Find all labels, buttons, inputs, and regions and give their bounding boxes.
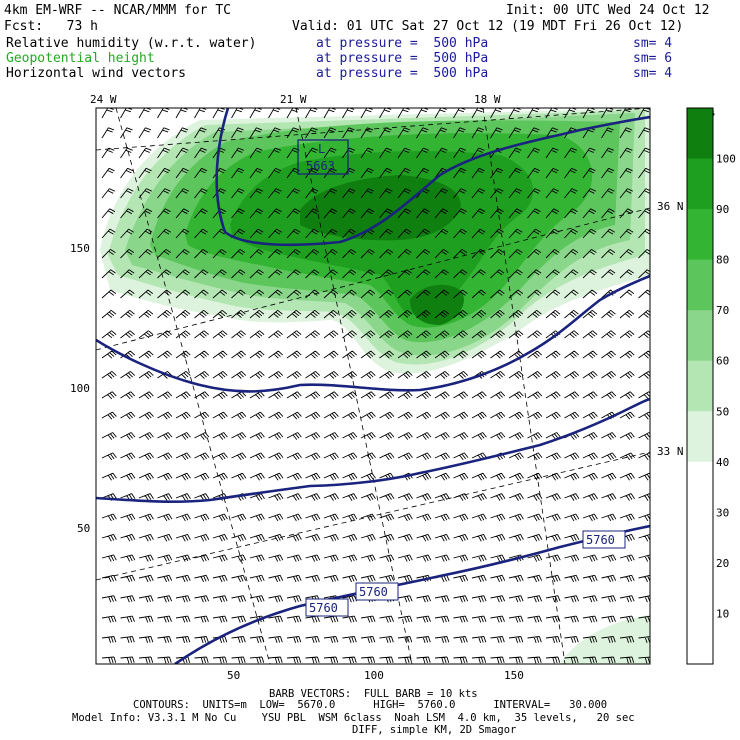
field-name-geopotential: Geopotential height [6, 51, 155, 66]
field-sm-geopotential: sm= 6 [633, 51, 673, 66]
colorbar-segment [687, 360, 713, 412]
y-tick-50: 50 [77, 522, 90, 535]
parallel-33n [96, 451, 650, 581]
x-tick-100: 100 [364, 669, 384, 682]
colorbar-level-label: 100 [716, 153, 736, 166]
forecast-hour: Fcst: 73 h [4, 19, 98, 34]
barb-legend: BARB VECTORS: FULL BARB = 10 kts [269, 688, 478, 700]
colorbar-level-label: 50 [716, 405, 729, 418]
height-contour-3 [96, 397, 650, 503]
y-tick-100: 100 [70, 382, 90, 395]
model-info: Model Info: V3.3.1 M No Cu YSU PBL WSM 6… [72, 712, 635, 724]
meridian-24w [115, 108, 271, 664]
colorbar-level-label: 90 [716, 203, 729, 216]
x-tick-50: 50 [227, 669, 240, 682]
colorbar-segment [687, 108, 713, 160]
colorbar-segment [687, 613, 713, 665]
colorbar-segment [687, 512, 713, 564]
colorbar-segment [687, 411, 713, 463]
lon-label-21w: 21 W [280, 93, 307, 106]
low-pressure-center: L 5663 [297, 139, 349, 175]
field-name-wind: Horizontal wind vectors [6, 66, 187, 81]
colorbar-level-label: 30 [716, 506, 729, 519]
contour-labels: 5760 5760 5760 [305, 530, 626, 617]
low-label: L [318, 142, 325, 156]
colorbar-segment [687, 158, 713, 210]
colorbar-segment [687, 259, 713, 311]
colorbar-level-label: 70 [716, 304, 729, 317]
contour-label-3: 5760 [309, 601, 338, 615]
colorbar-level-label: 20 [716, 557, 729, 570]
height-contour-2 [96, 274, 650, 393]
colorbar-segment [687, 461, 713, 513]
colorbar-segment [687, 209, 713, 261]
colorbar-level-label: 40 [716, 456, 729, 469]
field-pressure-geopotential: at pressure = 500 hPa [316, 51, 489, 66]
field-name-rh: Relative humidity (w.r.t. water) [6, 36, 257, 51]
init-time: Init: 00 UTC Wed 24 Oct 12 [506, 3, 710, 18]
colorbar-level-label: 80 [716, 254, 729, 267]
rh-patch-se [560, 615, 650, 664]
contour-label-1: 5760 [586, 533, 615, 547]
colorbar-segment [687, 310, 713, 362]
field-pressure-wind: at pressure = 500 hPa [316, 66, 489, 81]
field-pressure-rh: at pressure = 500 hPa [316, 36, 489, 51]
y-tick-150: 150 [70, 242, 90, 255]
low-value: 5663 [306, 159, 335, 173]
lon-label-24w: 24 W [90, 93, 117, 106]
colorbar-frame [686, 107, 714, 665]
x-tick-150: 150 [504, 669, 524, 682]
lat-label-33n: 33 N [657, 445, 684, 458]
lat-label-36n: 36 N [657, 200, 684, 213]
plot-frame [95, 107, 651, 665]
field-sm-rh: sm= 4 [633, 36, 673, 51]
map-figure: L 5663 5760 5760 5760 24 W 21 W 18 W 36 … [70, 93, 736, 682]
lon-label-18w: 18 W [474, 93, 501, 106]
colorbar-level-label: 10 [716, 607, 729, 620]
meridian-18w [482, 108, 566, 664]
contour-label-2: 5760 [359, 585, 388, 599]
contour-legend: CONTOURS: UNITS=m LOW= 5670.0 HIGH= 5760… [133, 699, 608, 711]
valid-time: Valid: 01 UTC Sat 27 Oct 12 (19 MDT Fri … [292, 19, 684, 34]
diffusion-info: DIFF, simple KM, 2D Smagor [352, 724, 517, 736]
colorbar-segment [687, 562, 713, 614]
axis-labels: 24 W 21 W 18 W 36 N 33 N 50 100 150 150 … [70, 93, 684, 682]
wind-barbs [101, 108, 650, 664]
field-sm-wind: sm= 4 [633, 66, 673, 81]
wind-barb-set [101, 108, 650, 664]
height-contour-low [215, 108, 650, 247]
humidity-field [96, 108, 650, 664]
model-title: 4km EM-WRF -- NCAR/MMM for TC [4, 3, 231, 18]
colorbar-level-label: 60 [716, 355, 729, 368]
parallel-39n [96, 108, 650, 151]
